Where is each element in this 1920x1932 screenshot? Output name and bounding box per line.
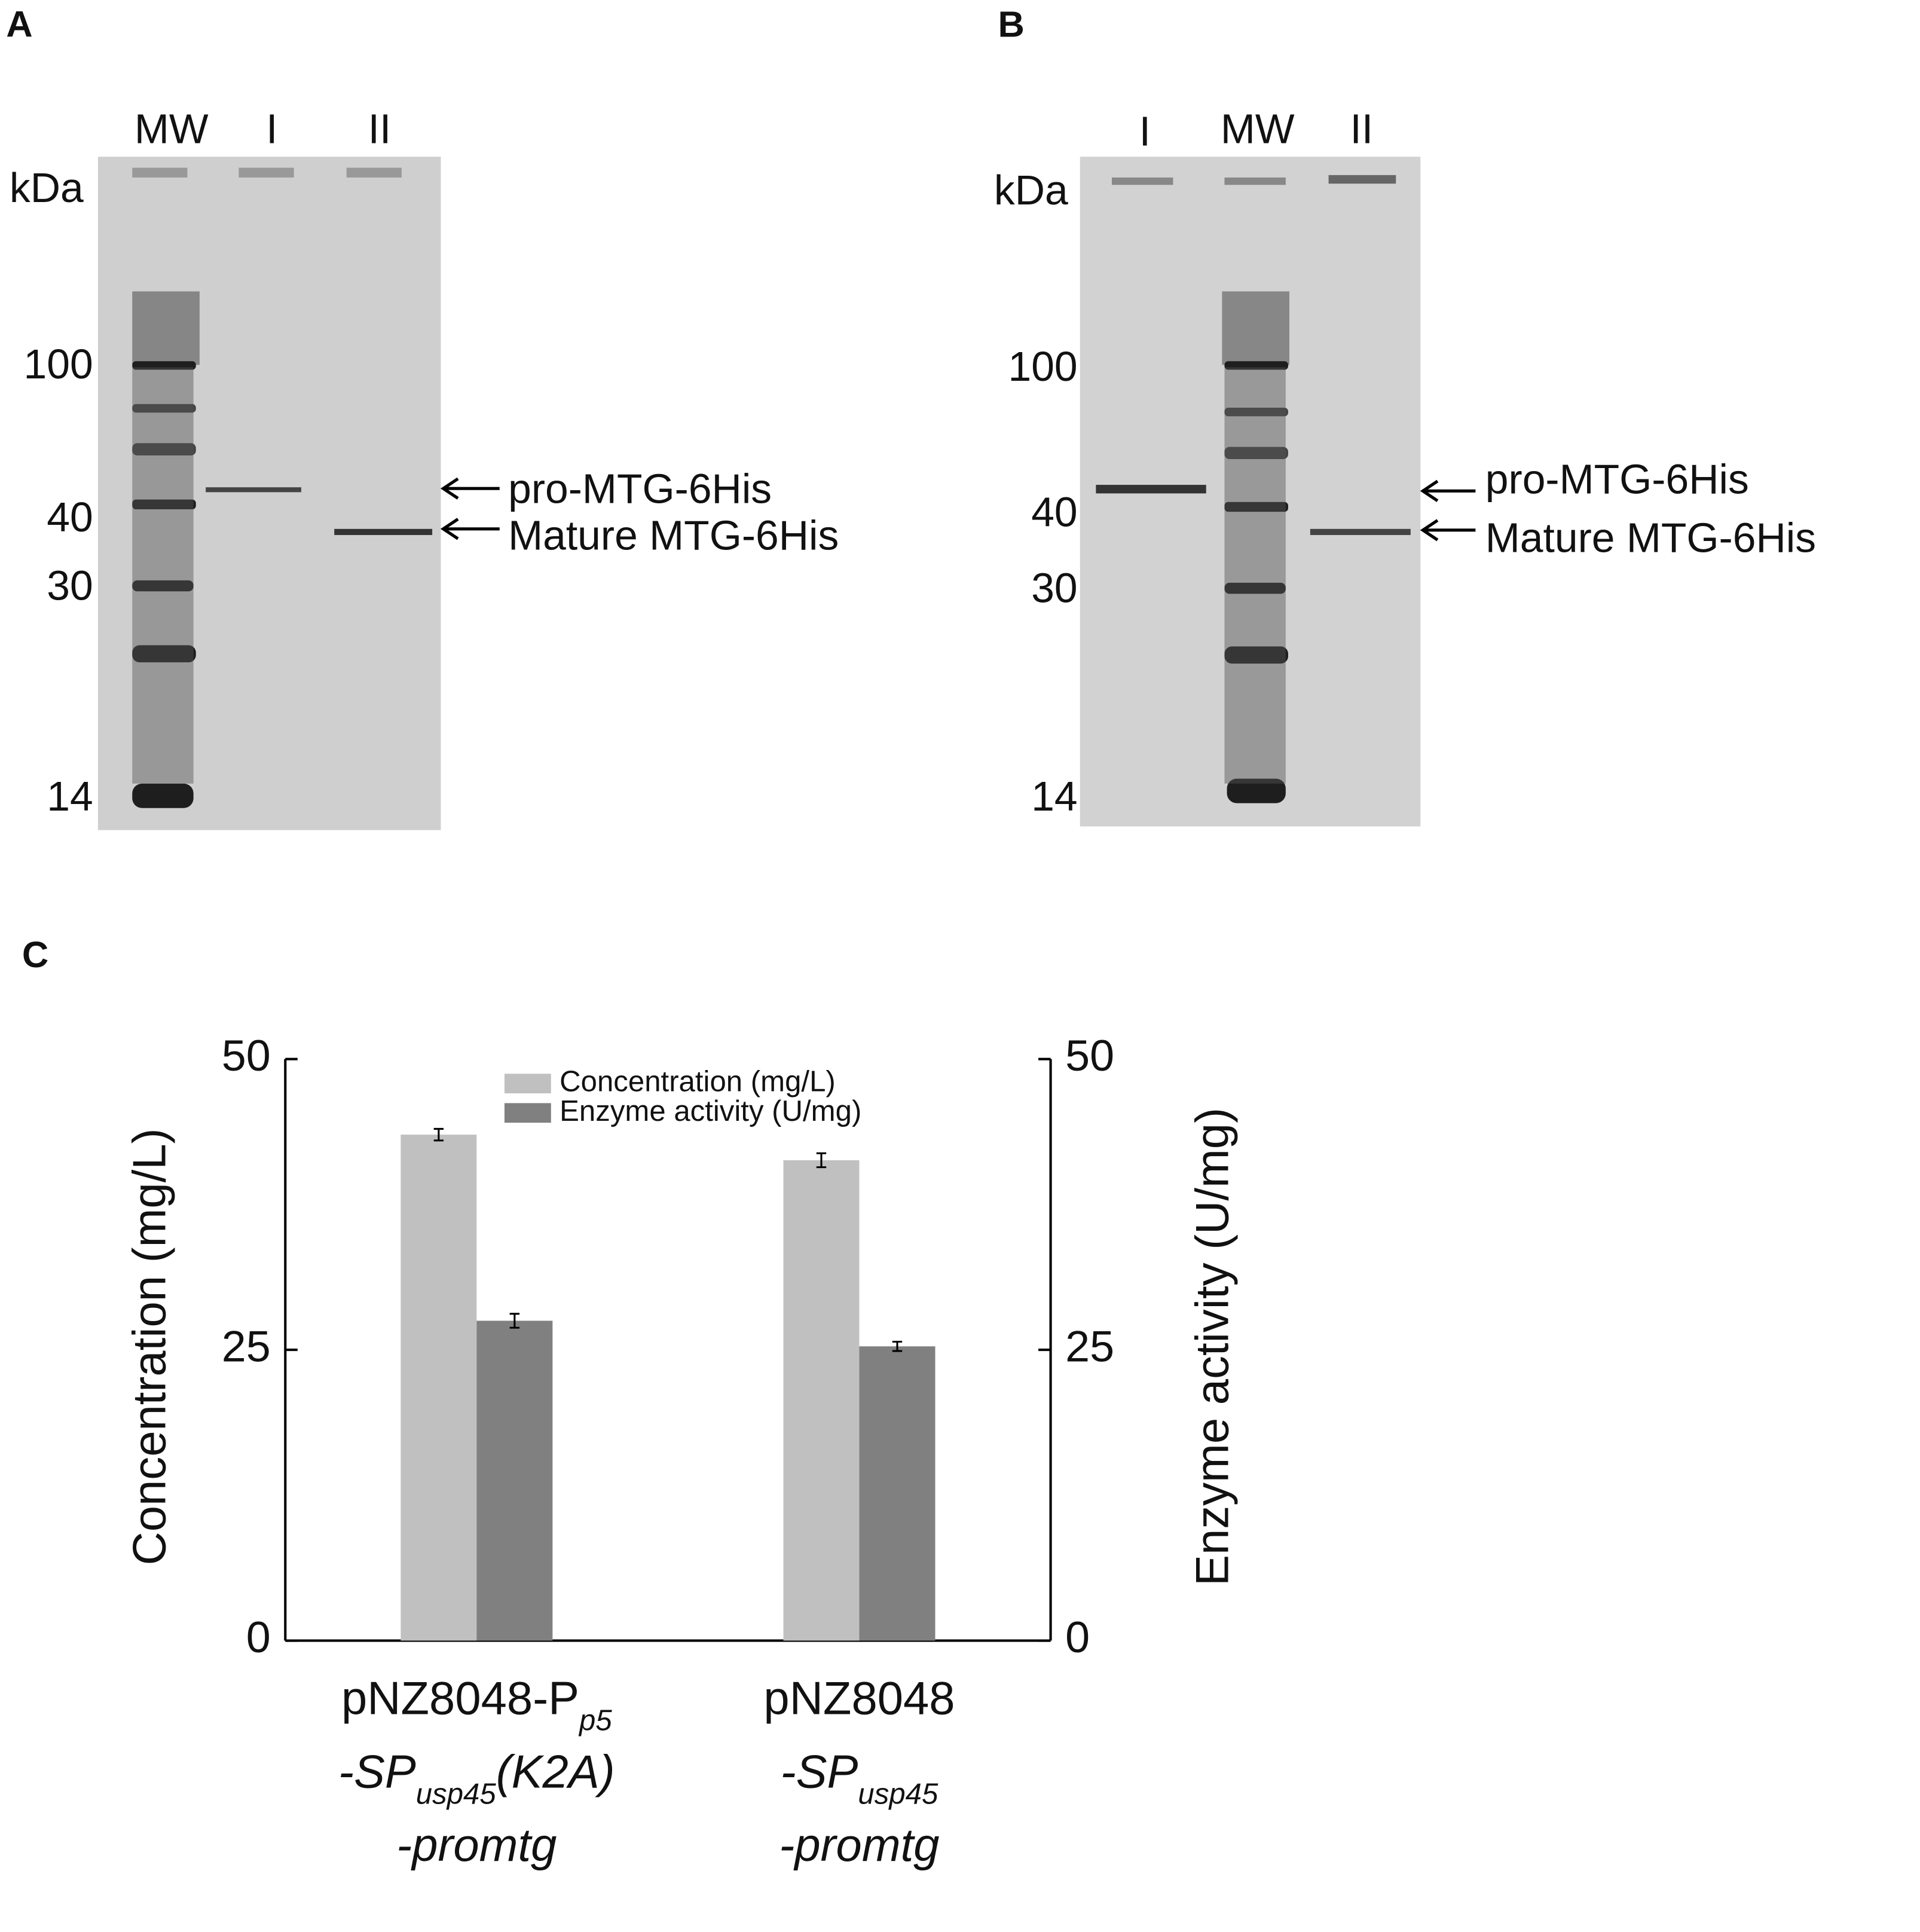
lane-label: MW (134, 106, 209, 152)
x-tick-label: -promtg (396, 1820, 557, 1871)
panel-letter: C (22, 934, 48, 976)
marker-label: 100 (1008, 343, 1077, 390)
lane-label: MW (1221, 106, 1295, 152)
marker-label: 30 (47, 563, 93, 609)
label-part: usp45 (416, 1778, 497, 1810)
annotation: Mature MTG-6His (1485, 515, 1816, 561)
y2-tick-label: 0 (1065, 1612, 1090, 1662)
lane-label: I (266, 106, 277, 152)
x-tick-label: -SPusp45 (781, 1746, 938, 1810)
marker-label: 100 (24, 341, 93, 387)
x-tick-label: pNZ8048 (763, 1673, 955, 1724)
panel-letter: B (998, 4, 1025, 45)
annotation: pro-MTG-6His (1485, 456, 1749, 502)
marker-label: 40 (1031, 489, 1077, 536)
lane-label: II (368, 106, 392, 152)
label-part: -SP (338, 1746, 416, 1798)
x-tick-label: -promtg (779, 1820, 939, 1871)
lane-label: II (1350, 106, 1374, 152)
marker-label: 40 (47, 494, 93, 540)
unit-label: kDa (994, 167, 1068, 213)
label-part: -promtg (396, 1820, 557, 1871)
label-part: -SP (781, 1746, 858, 1798)
label-part: -promtg (779, 1820, 939, 1871)
y2-axis-label: Enzyme activity (U/mg) (1187, 1108, 1239, 1586)
annotation: Mature MTG-6His (508, 512, 839, 559)
annotation: pro-MTG-6His (508, 466, 772, 512)
label-part: p5 (578, 1704, 612, 1737)
gel (97, 157, 441, 830)
y-axis-label: Concentration (mg/L) (124, 1128, 176, 1565)
y2-tick-label: 50 (1065, 1031, 1114, 1080)
x-tick-label: pNZ8048-Pp5 (341, 1673, 612, 1737)
lane-label: I (1139, 108, 1151, 155)
bar (859, 1346, 935, 1641)
legend-label: Enzyme activity (U/mg) (560, 1095, 861, 1127)
unit-label: kDa (10, 164, 84, 211)
bar (400, 1135, 477, 1641)
marker-label: 30 (1031, 565, 1077, 612)
label-part: pNZ8048-P (341, 1673, 579, 1724)
error-bar (433, 1127, 444, 1142)
panel-letter: A (6, 4, 32, 45)
error-bar (892, 1340, 903, 1352)
legend-label: Concentration (mg/L) (560, 1066, 836, 1098)
bar (783, 1160, 860, 1641)
y-tick-label: 50 (222, 1031, 271, 1080)
gel-bands (132, 167, 433, 808)
marker-label: 14 (1031, 773, 1077, 820)
marker-label: 14 (47, 773, 93, 820)
error-bar (816, 1152, 827, 1169)
error-bar (509, 1313, 520, 1329)
gel-bands (1096, 175, 1411, 803)
y-tick-label: 25 (222, 1322, 271, 1371)
arrow (1420, 479, 1476, 542)
label-part: (K2A) (496, 1746, 615, 1798)
label-part: pNZ8048 (763, 1673, 955, 1724)
bar (476, 1320, 553, 1641)
y2-tick-label: 25 (1065, 1322, 1114, 1371)
legend-swatch (504, 1103, 551, 1123)
y-tick-label: 0 (246, 1612, 271, 1662)
legend-swatch (504, 1074, 551, 1094)
arrow (440, 477, 500, 540)
x-tick-label: -SPusp45(K2A) (338, 1746, 615, 1810)
label-part: usp45 (858, 1778, 938, 1810)
